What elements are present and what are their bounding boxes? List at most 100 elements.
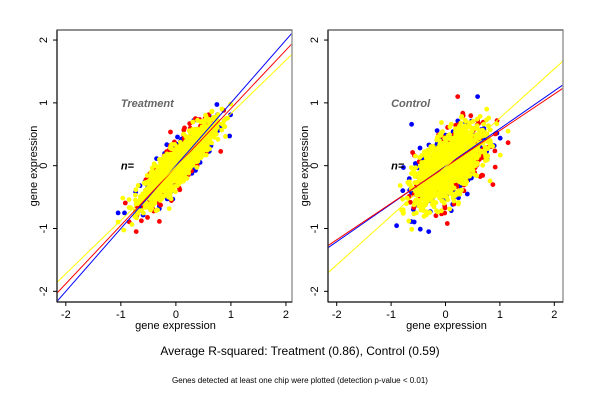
data-point-chip-3 bbox=[442, 144, 447, 150]
data-point-chip-3 bbox=[405, 180, 411, 185]
data-point-chip-3 bbox=[474, 116, 480, 122]
data-point-chip-2 bbox=[433, 213, 439, 219]
data-point-chip-3 bbox=[167, 190, 173, 196]
data-point-chip-3 bbox=[433, 161, 438, 167]
data-point-chip-3 bbox=[143, 181, 148, 187]
y-tick-label: -1 bbox=[309, 224, 321, 234]
data-point-chip-3 bbox=[466, 123, 472, 128]
data-point-chip-3 bbox=[453, 131, 459, 137]
x-axis-label: gene expression bbox=[135, 320, 216, 332]
panel-title: Control bbox=[391, 98, 431, 110]
data-point-chip-2 bbox=[122, 200, 128, 206]
y-tick-label: 2 bbox=[38, 37, 50, 43]
data-point-chip-3 bbox=[485, 146, 491, 152]
data-point-chip-3 bbox=[444, 194, 450, 200]
data-point-chip-3 bbox=[183, 147, 188, 152]
data-point-chip-2 bbox=[182, 125, 187, 131]
data-point-chip-1 bbox=[214, 102, 220, 107]
data-point-chip-3 bbox=[463, 119, 469, 124]
data-point-chip-3 bbox=[166, 194, 171, 200]
data-point-chip-3 bbox=[434, 137, 440, 143]
data-point-chip-3 bbox=[135, 183, 141, 188]
data-point-chip-3 bbox=[430, 144, 436, 149]
data-point-chip-3 bbox=[439, 185, 444, 191]
data-point-chip-3 bbox=[150, 169, 155, 175]
data-point-chip-1 bbox=[227, 133, 233, 139]
data-point-chip-3 bbox=[155, 207, 161, 213]
data-point-chip-3 bbox=[450, 177, 456, 183]
data-point-chip-3 bbox=[150, 173, 156, 179]
data-point-chip-3 bbox=[474, 160, 480, 166]
data-point-chip-3 bbox=[416, 203, 422, 209]
data-point-chip-1 bbox=[417, 145, 423, 151]
data-point-chip-3 bbox=[165, 185, 171, 191]
y-tick-label: 0 bbox=[38, 163, 50, 169]
data-point-chip-3 bbox=[211, 134, 217, 140]
data-point-chip-3 bbox=[188, 155, 194, 161]
data-point-chip-3 bbox=[159, 196, 165, 202]
caption-sub: Genes detected at least one chip were pl… bbox=[172, 376, 428, 385]
data-point-chip-3 bbox=[463, 170, 469, 176]
data-point-chip-3 bbox=[400, 211, 406, 216]
data-point-chip-3 bbox=[133, 197, 138, 203]
data-point-chip-3 bbox=[431, 204, 437, 210]
data-point-chip-1 bbox=[400, 188, 406, 194]
data-point-chip-1 bbox=[417, 226, 423, 232]
data-point-chip-3 bbox=[414, 210, 419, 216]
data-point-chip-3 bbox=[178, 171, 184, 177]
data-point-chip-3 bbox=[426, 158, 432, 164]
data-point-chip-3 bbox=[412, 180, 418, 186]
data-point-chip-3 bbox=[461, 178, 467, 184]
data-point-chip-3 bbox=[202, 144, 208, 149]
data-point-chip-3 bbox=[209, 140, 214, 146]
data-point-chip-3 bbox=[157, 190, 163, 196]
data-point-chip-3 bbox=[406, 218, 412, 224]
data-point-chip-1 bbox=[413, 161, 418, 166]
data-point-chip-2 bbox=[442, 205, 448, 211]
data-point-chip-3 bbox=[457, 171, 462, 177]
data-point-chip-1 bbox=[409, 121, 414, 127]
data-point-chip-3 bbox=[150, 195, 155, 200]
data-point-chip-3 bbox=[167, 145, 173, 151]
fit-line-chip-1 bbox=[57, 32, 292, 302]
data-point-chip-1 bbox=[175, 134, 180, 140]
data-point-chip-3 bbox=[468, 152, 473, 158]
data-point-chip-3 bbox=[473, 150, 479, 156]
plot-area bbox=[328, 60, 563, 274]
data-point-chip-2 bbox=[468, 113, 474, 119]
data-point-chip-3 bbox=[417, 198, 422, 204]
data-point-chip-3 bbox=[187, 129, 193, 135]
data-point-chip-3 bbox=[432, 200, 438, 206]
data-point-chip-1 bbox=[497, 135, 503, 141]
data-point-chip-3 bbox=[397, 183, 403, 188]
data-point-chip-3 bbox=[469, 160, 475, 166]
data-point-chip-3 bbox=[438, 178, 444, 184]
data-point-chip-3 bbox=[483, 154, 489, 160]
y-tick-label: 1 bbox=[38, 100, 50, 106]
data-point-chip-3 bbox=[162, 172, 167, 178]
data-point-chip-3 bbox=[223, 134, 228, 139]
data-point-chip-2 bbox=[145, 215, 150, 220]
data-point-chip-3 bbox=[470, 164, 476, 170]
data-point-chip-3 bbox=[474, 173, 480, 179]
x-tick-label: 2 bbox=[283, 309, 289, 321]
data-point-chip-3 bbox=[430, 184, 435, 190]
data-point-chip-3 bbox=[157, 186, 163, 192]
data-point-chip-3 bbox=[486, 115, 492, 121]
data-point-chip-1 bbox=[394, 223, 399, 229]
data-point-chip-3 bbox=[149, 206, 155, 211]
data-point-chip-2 bbox=[168, 129, 173, 135]
data-point-chip-3 bbox=[467, 135, 473, 141]
data-point-chip-3 bbox=[221, 123, 227, 129]
data-point-chip-3 bbox=[400, 196, 405, 202]
data-point-chip-3 bbox=[194, 128, 200, 133]
data-point-chip-3 bbox=[437, 133, 443, 138]
data-point-chip-3 bbox=[228, 101, 234, 107]
data-point-chip-3 bbox=[459, 133, 465, 139]
data-point-chip-3 bbox=[433, 153, 439, 159]
data-point-chip-3 bbox=[133, 192, 138, 198]
data-point-chip-3 bbox=[126, 197, 132, 203]
x-tick-label: 1 bbox=[497, 309, 503, 321]
data-point-chip-3 bbox=[440, 198, 445, 204]
